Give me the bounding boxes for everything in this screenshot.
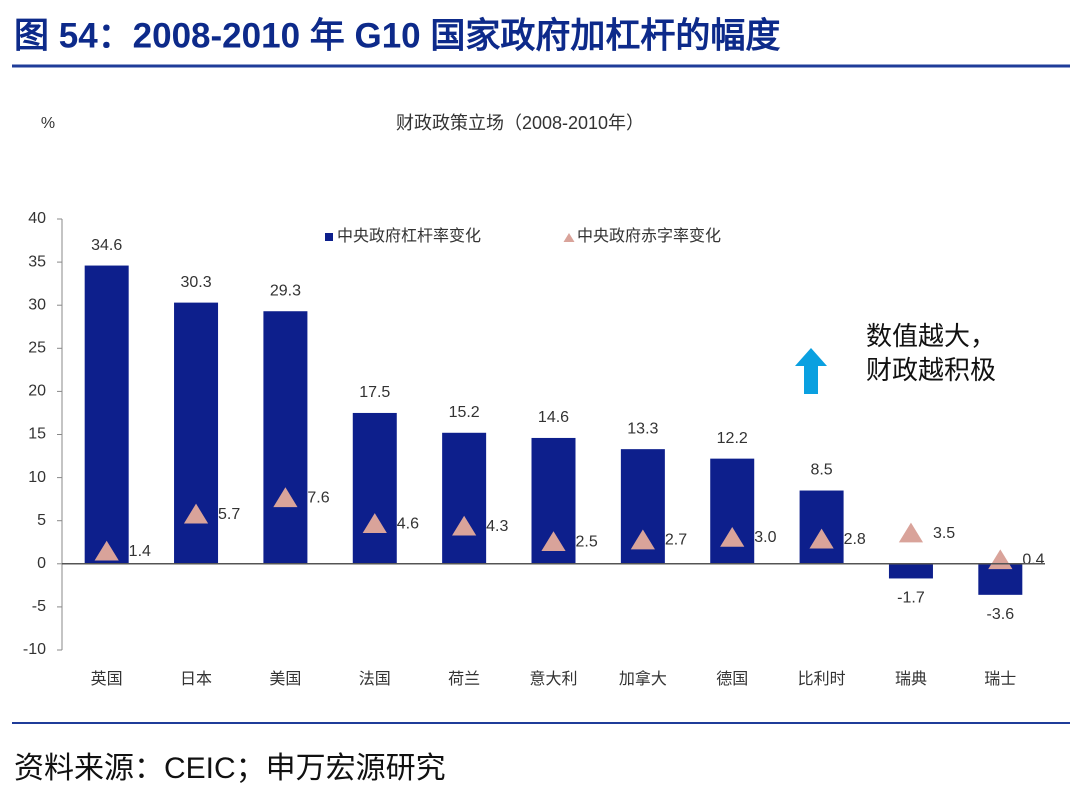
data-label: 4.3 <box>486 518 508 535</box>
data-label: 30.3 <box>180 274 211 291</box>
y-tick-label: 5 <box>37 512 46 529</box>
bar <box>263 311 308 564</box>
marker <box>541 531 566 552</box>
marker <box>720 526 745 547</box>
legend-swatch <box>563 233 575 242</box>
data-label: -1.7 <box>897 590 925 607</box>
data-label: 17.5 <box>359 384 390 401</box>
x-tick-label: 意大利 <box>529 669 577 688</box>
x-tick-label: 日本 <box>180 670 212 688</box>
data-label: 14.6 <box>538 409 569 426</box>
x-tick-label: 比利时 <box>798 670 846 688</box>
marker <box>183 503 209 524</box>
data-label: 12.2 <box>717 430 748 447</box>
bar <box>442 432 487 564</box>
y-tick-label: 25 <box>28 340 46 357</box>
legend-label: 中央政府杠杆率变化 <box>337 227 481 245</box>
x-tick-label: 荷兰 <box>448 670 480 688</box>
data-label: 1.4 <box>129 543 151 560</box>
x-tick-label: 美国 <box>269 670 301 688</box>
y-tick-label: 40 <box>28 210 46 227</box>
chart-title: 财政政策立场（2008-2010年） <box>396 113 644 133</box>
bar <box>84 265 129 564</box>
y-unit: % <box>41 115 55 132</box>
x-tick-label: 加拿大 <box>619 669 667 688</box>
figure-title: 图 54：2008-2010 年 G10 国家政府加杠杆的幅度 <box>14 15 780 55</box>
marker <box>988 549 1013 570</box>
x-tick-label: 英国 <box>91 670 123 688</box>
data-label: 29.3 <box>270 282 301 299</box>
legend-swatch <box>325 233 333 241</box>
y-tick-label: 30 <box>28 296 46 313</box>
x-tick-label: 德国 <box>716 670 748 688</box>
y-tick-label: 0 <box>37 555 46 572</box>
y-tick-label: 35 <box>28 253 46 270</box>
x-tick-label: 法国 <box>359 670 391 688</box>
data-label: 5.7 <box>218 506 240 523</box>
data-label: 34.6 <box>91 237 122 254</box>
data-label: 2.8 <box>844 531 866 548</box>
marker <box>94 540 119 561</box>
data-label: 3.5 <box>933 525 955 542</box>
marker <box>630 529 655 550</box>
marker <box>898 522 924 543</box>
data-label: 8.5 <box>810 462 832 479</box>
bar <box>174 302 219 564</box>
x-tick-label: 瑞典 <box>895 670 927 688</box>
y-tick-label: -10 <box>23 641 46 658</box>
marker <box>809 528 834 549</box>
x-tick-label: 瑞士 <box>984 670 1016 688</box>
bar <box>352 412 397 564</box>
marker <box>273 487 298 508</box>
data-label: -3.6 <box>987 606 1015 623</box>
y-tick-label: 15 <box>28 426 46 443</box>
data-label: 3.0 <box>754 529 776 546</box>
data-label: 2.7 <box>665 532 687 549</box>
annotation: 财政越积极 <box>866 355 996 385</box>
arrow-icon <box>795 348 827 394</box>
data-label: 4.6 <box>397 515 419 532</box>
legend-label: 中央政府赤字率变化 <box>577 227 721 245</box>
data-label: 15.2 <box>449 404 480 421</box>
source: 资料来源：CEIC；申万宏源研究 <box>14 752 446 785</box>
y-tick-label: 10 <box>28 469 46 486</box>
y-tick-label: 20 <box>28 383 46 400</box>
y-tick-label: -5 <box>32 598 46 615</box>
bar <box>710 458 755 564</box>
data-label: 0.4 <box>1022 552 1044 569</box>
bar <box>888 563 933 579</box>
data-label: 2.5 <box>576 533 598 550</box>
marker <box>362 513 387 533</box>
annotation: 数值越大， <box>866 321 996 351</box>
bar <box>799 490 844 564</box>
data-label: 7.6 <box>307 490 329 507</box>
marker <box>452 515 477 536</box>
data-label: 13.3 <box>627 420 658 437</box>
